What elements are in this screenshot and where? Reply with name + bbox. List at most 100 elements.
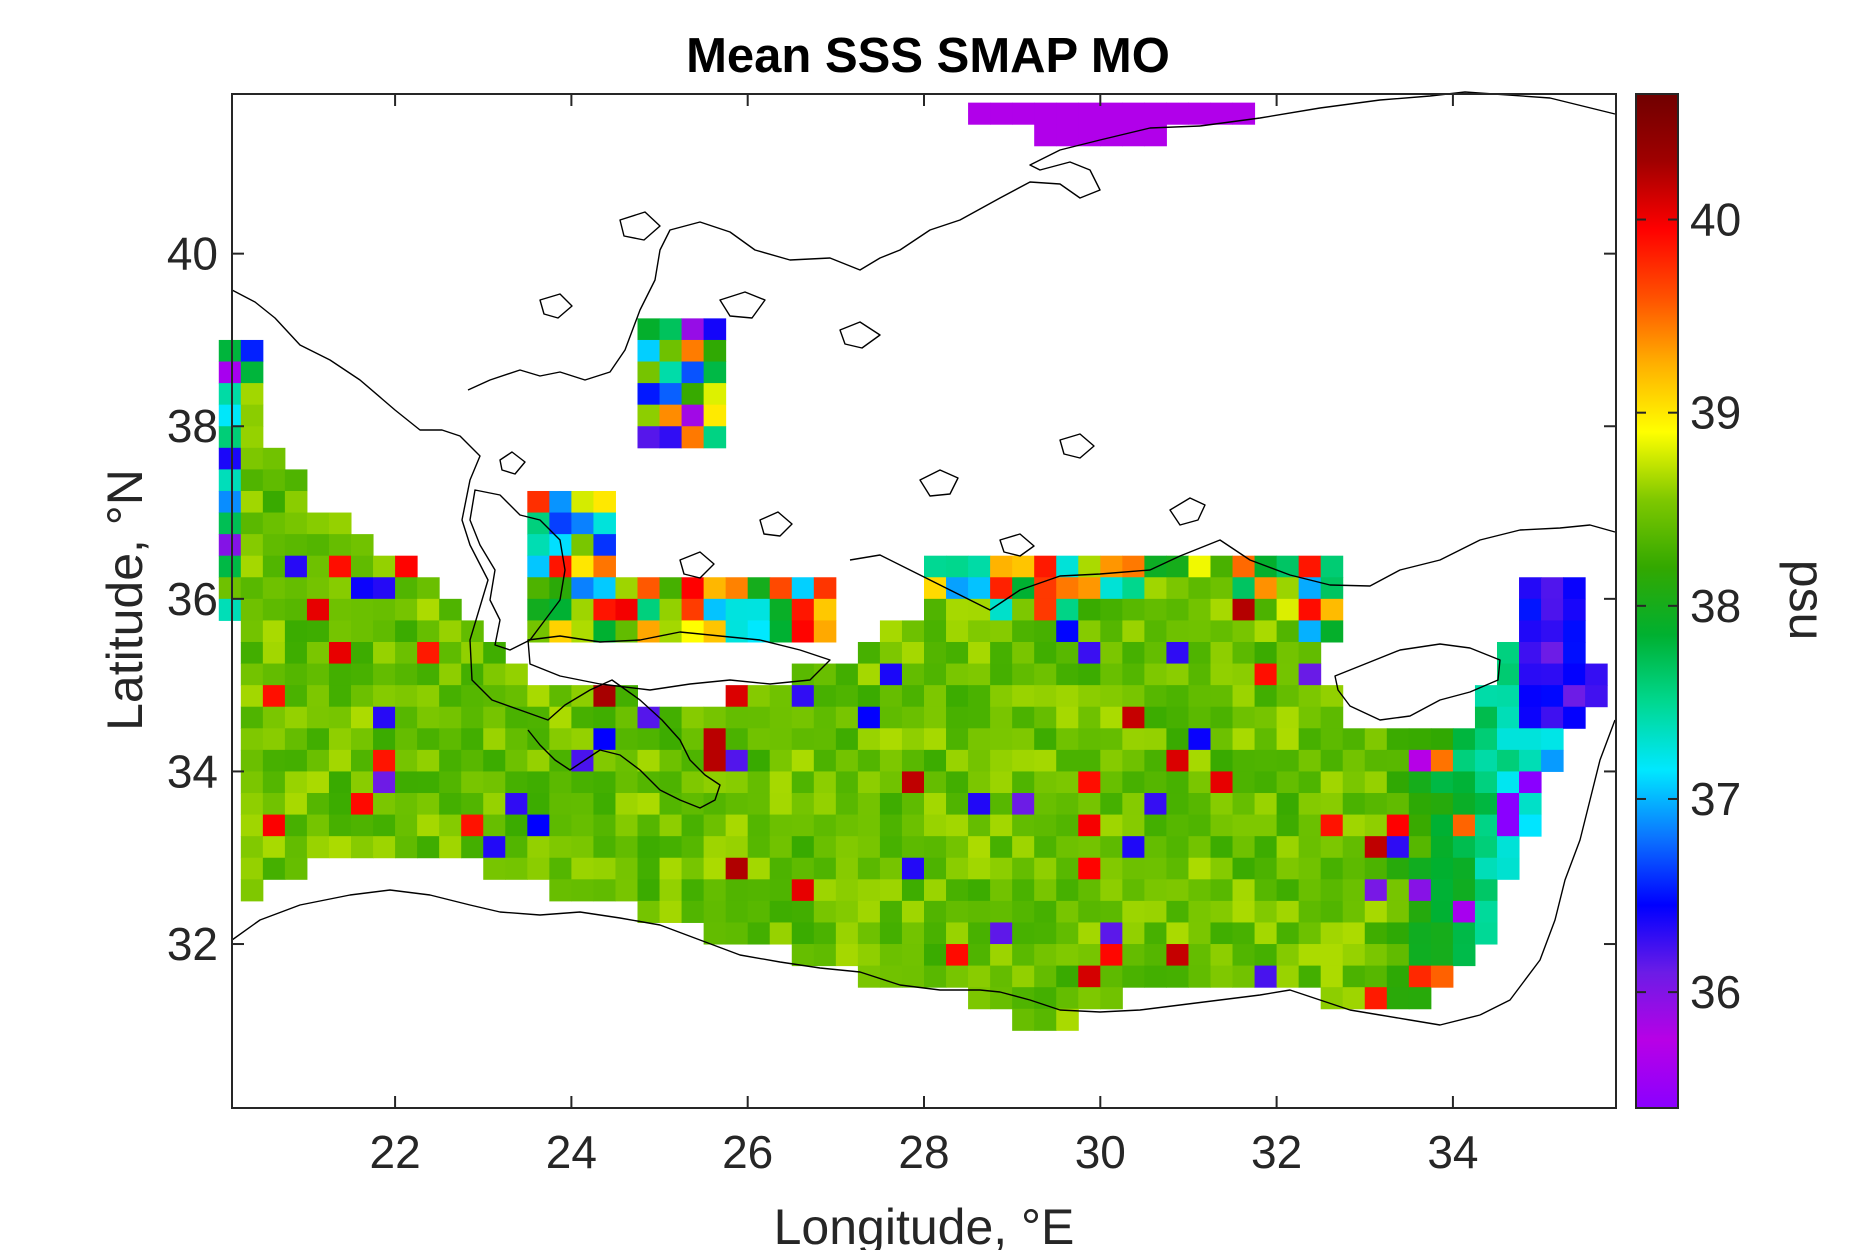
- sss-cell: [1408, 900, 1432, 923]
- sss-cell: [1232, 555, 1256, 578]
- sss-cell: [1474, 706, 1498, 729]
- sss-cell: [791, 771, 815, 794]
- sss-cell: [681, 900, 705, 923]
- sss-cell: [1078, 685, 1101, 708]
- sss-cell: [527, 793, 550, 816]
- sss-cell: [262, 469, 286, 492]
- sss-cell: [1342, 836, 1366, 859]
- sss-cell: [1496, 771, 1520, 794]
- sss-cell: [924, 771, 947, 794]
- sss-cell: [703, 598, 727, 621]
- sss-cell: [1276, 793, 1300, 816]
- sss-cell: [571, 490, 594, 514]
- sss-cell: [1012, 814, 1035, 837]
- sss-cell: [615, 706, 639, 729]
- sss-cell: [1342, 987, 1366, 1010]
- sss-cell: [1012, 555, 1035, 578]
- sss-cell: [1056, 1008, 1079, 1031]
- sss-cell: [791, 749, 815, 772]
- sss-cell: [417, 728, 440, 751]
- sss-cell: [395, 749, 418, 772]
- sss-cell: [373, 620, 396, 643]
- sss-cell: [725, 879, 749, 902]
- sss-cell: [813, 728, 837, 751]
- sss-cell: [1012, 944, 1035, 967]
- sss-cell: [857, 944, 881, 967]
- sss-cell: [747, 685, 771, 708]
- sss-cell: [637, 318, 661, 341]
- y-tick-label: 40: [167, 228, 218, 280]
- sss-cell: [1232, 771, 1256, 794]
- sss-cell: [527, 555, 550, 578]
- sss-cell: [637, 577, 661, 600]
- sss-cell: [615, 793, 639, 816]
- sss-cell: [395, 620, 418, 643]
- sss-cell: [791, 793, 815, 816]
- sss-cell: [439, 836, 462, 859]
- sss-cell: [769, 793, 793, 816]
- sss-cell: [328, 749, 352, 772]
- sss-cell: [1166, 771, 1189, 794]
- sss-cell: [1276, 944, 1300, 967]
- x-axis: 22 24 26 28 30 32 34: [369, 94, 1479, 1178]
- sss-cell: [1034, 857, 1057, 880]
- sss-cell: [1232, 965, 1256, 988]
- sss-cell: [968, 577, 991, 600]
- sss-cell: [1122, 900, 1145, 923]
- sss-cell: [351, 555, 374, 578]
- sss-cell: [1100, 124, 1123, 147]
- sss-cell: [1276, 749, 1300, 772]
- sss-cell: [262, 793, 286, 816]
- sss-cell: [549, 620, 572, 643]
- sss-cell: [505, 857, 528, 880]
- sss-cell: [505, 685, 528, 708]
- sss-cell: [747, 836, 771, 859]
- sss-cell: [1034, 879, 1057, 902]
- sss-cell: [1210, 598, 1234, 621]
- sss-cell: [659, 706, 683, 729]
- sss-cell: [747, 620, 771, 643]
- sss-cell: [1276, 836, 1300, 859]
- sss-cell: [439, 663, 462, 686]
- sss-cell: [1056, 965, 1079, 988]
- sss-cell: [1188, 641, 1211, 665]
- sss-cell: [284, 577, 308, 600]
- sss-cell: [615, 771, 639, 794]
- sss-cell: [1122, 577, 1145, 600]
- sss-cell: [703, 814, 727, 837]
- x-tick-label: 32: [1251, 1126, 1302, 1178]
- sss-cell: [879, 663, 903, 686]
- sss-cell: [1122, 706, 1145, 729]
- sss-cell: [461, 706, 484, 729]
- sss-cell: [1056, 685, 1079, 708]
- sss-cell: [1408, 857, 1432, 880]
- sss-cell: [240, 814, 264, 837]
- sss-cell: [1474, 728, 1498, 751]
- sss-cell: [813, 857, 837, 880]
- sss-cell: [1100, 879, 1123, 902]
- sss-cell: [703, 879, 727, 902]
- sss-cell: [857, 749, 881, 772]
- sss-cell: [1563, 641, 1586, 665]
- sss-cell: [1320, 857, 1344, 880]
- sss-cell: [1078, 577, 1101, 600]
- sss-cell: [1144, 102, 1167, 125]
- sss-cell: [1232, 836, 1256, 859]
- sss-cell: [1320, 728, 1344, 751]
- sss-cell: [1034, 987, 1057, 1010]
- sss-cell: [262, 814, 286, 837]
- sss-cell: [946, 641, 969, 665]
- sss-cell: [857, 879, 881, 902]
- sss-cell: [284, 771, 308, 794]
- sss-cell: [240, 339, 264, 363]
- sss-cell: [1188, 728, 1211, 751]
- sss-cell: [218, 447, 242, 470]
- sss-cell: [1012, 663, 1035, 686]
- sss-cell: [1519, 577, 1542, 600]
- sss-cell: [593, 706, 616, 729]
- sss-cell: [1144, 944, 1167, 967]
- sss-cell: [725, 836, 749, 859]
- sss-cell: [681, 879, 705, 902]
- sss-cell: [681, 771, 705, 794]
- sss-cell: [1452, 900, 1476, 923]
